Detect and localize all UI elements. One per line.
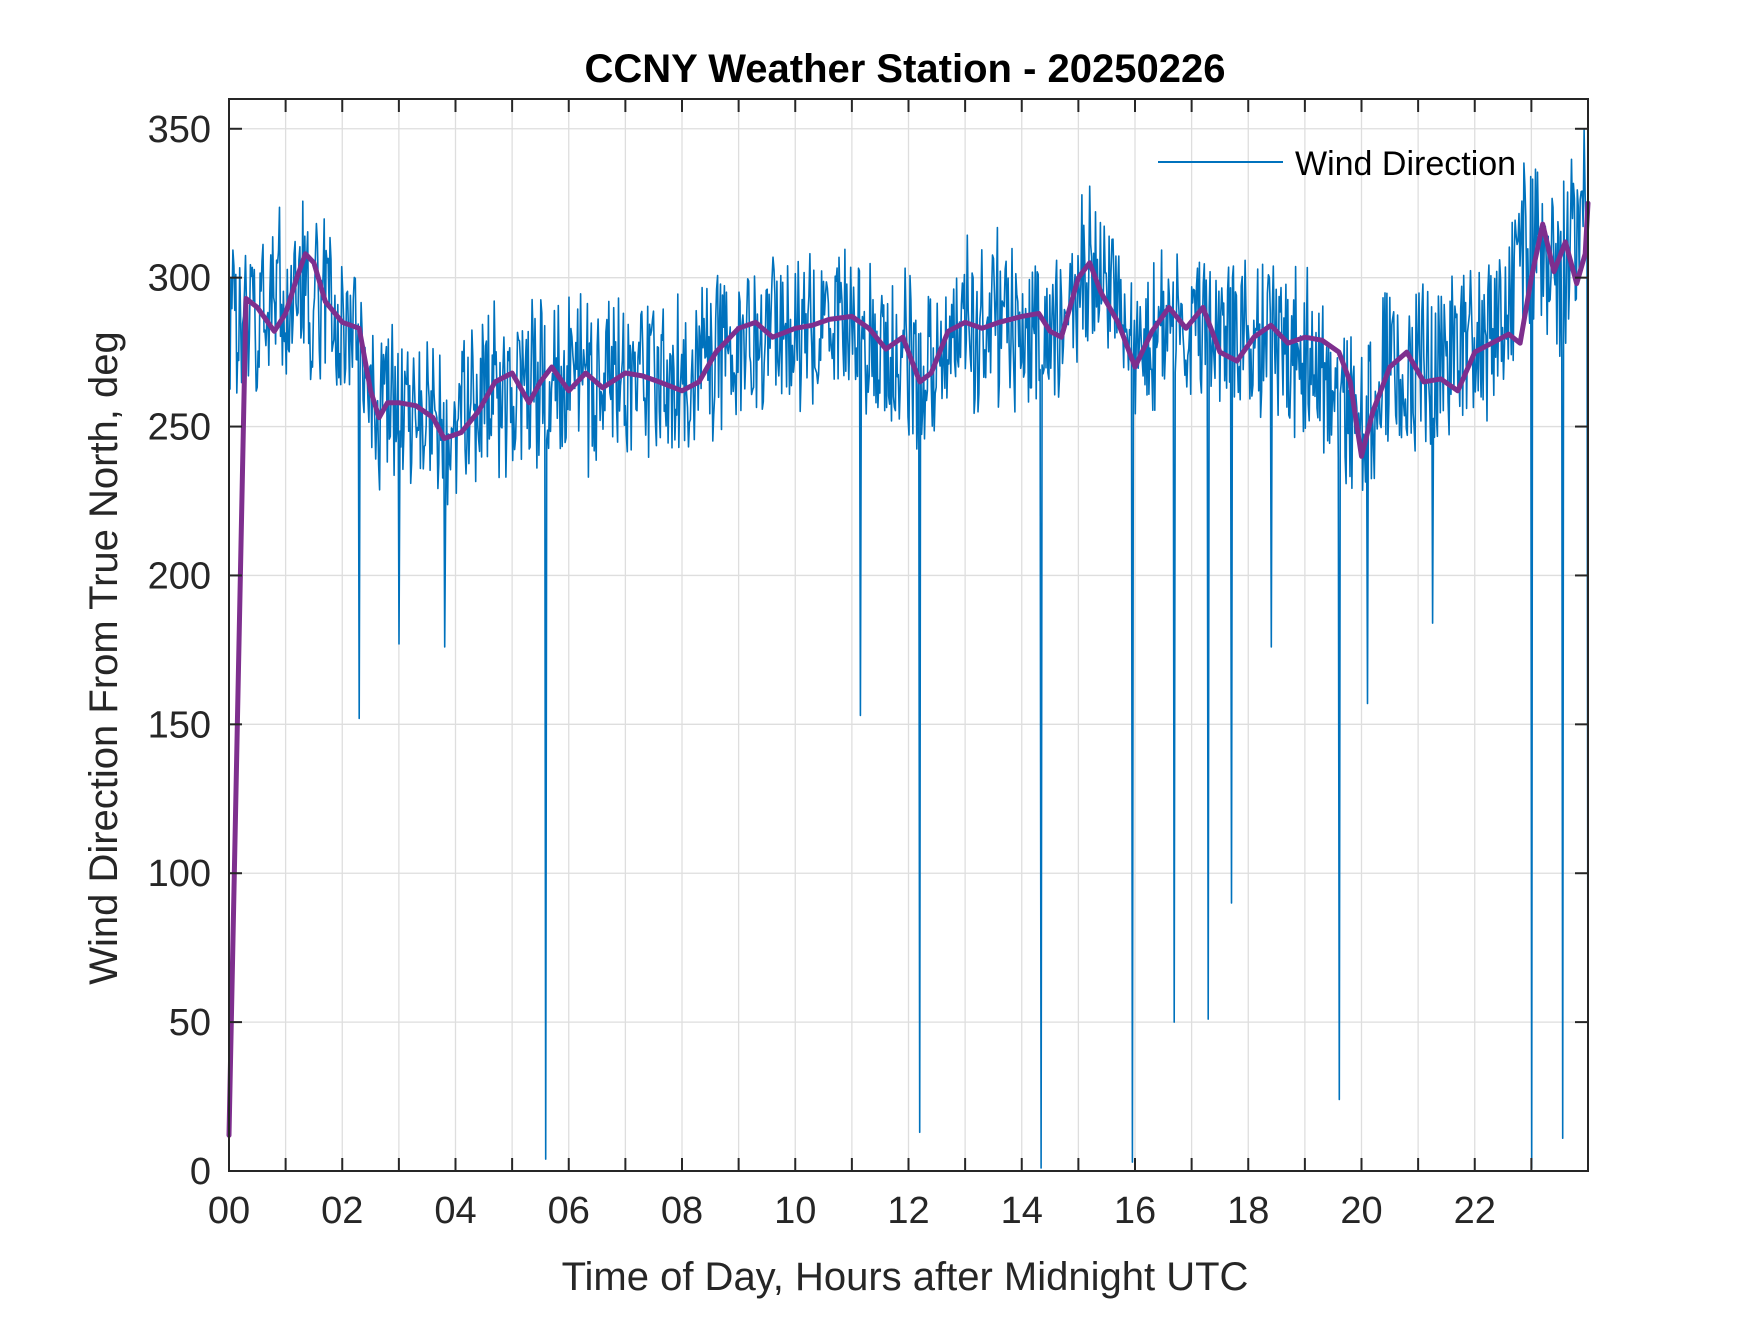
y-tick-label: 50 [169,1002,211,1044]
y-tick-label: 0 [190,1151,211,1193]
x-tick-label: 08 [661,1190,703,1232]
y-tick-label: 150 [148,704,211,746]
series-layer [226,129,1591,1169]
axes-layer [228,98,1589,1172]
x-tick-label: 18 [1227,1190,1269,1232]
x-tick-label: 02 [321,1190,363,1232]
series-line-smoothed-wind-direction [226,200,1591,1138]
legend: Wind Direction [1158,145,1516,183]
x-tick-label: 06 [548,1190,590,1232]
chart-title: CCNY Weather Station - 20250226 [585,47,1226,91]
series-line-wind-direction [228,129,1589,1169]
x-tick-label: 10 [774,1190,816,1232]
y-tick-label: 300 [148,258,211,300]
x-tick-label: 16 [1114,1190,1156,1232]
x-tick-label: 22 [1454,1190,1496,1232]
y-tick-label: 100 [148,853,211,895]
legend-label-wind-direction: Wind Direction [1295,145,1516,183]
x-axis-label: Time of Day, Hours after Midnight UTC [562,1255,1249,1299]
x-tick-label: 20 [1340,1190,1382,1232]
y-tick-label: 350 [148,109,211,151]
y-axis-label: Wind Direction From True North, deg [82,331,126,985]
x-tick-label: 04 [434,1190,476,1232]
x-tick-label: 14 [1001,1190,1043,1232]
y-tick-label: 250 [148,407,211,449]
x-tick-label: 00 [208,1190,250,1232]
y-tick-label: 200 [148,555,211,597]
tick-label-layer: 00 02 04 06 08 10 12 14 16 18 20 22 0 50 100 150 200 250 3… [148,109,1496,1232]
x-tick-label: 12 [887,1190,929,1232]
